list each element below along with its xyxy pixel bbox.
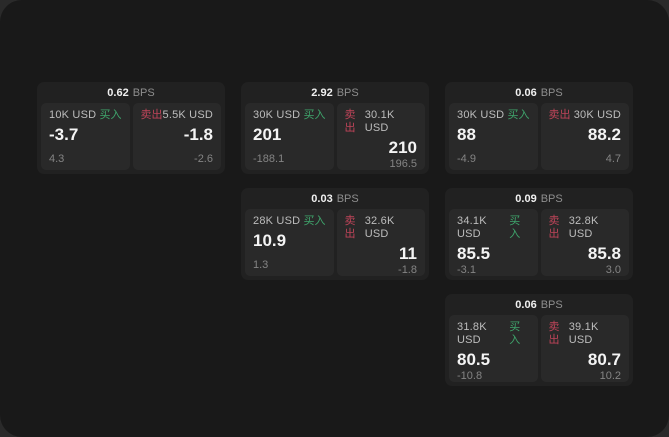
buy-price: 85.5 (457, 244, 491, 263)
spread-value: 0.06 (515, 86, 537, 99)
spread-header: 2.92 BPS (241, 82, 429, 103)
quote-card: 0.62 BPS 10K USD 买入 -3.7 4.3 卖出 5.5K USD… (37, 82, 225, 174)
sell-price: -1.8 (183, 125, 213, 144)
spread-header: 0.06 BPS (445, 294, 633, 315)
sell-delta: 10.2 (599, 370, 621, 382)
buy-tile[interactable]: 30K USD 买入 88 -4.9 (449, 103, 538, 170)
quote-card: 0.09 BPS 34.1K USD 买入 85.5 -3.1 卖出 32.8K… (445, 188, 633, 280)
spread-unit: BPS (132, 86, 155, 99)
buy-tile[interactable]: 10K USD 买入 -3.7 4.3 (41, 103, 130, 170)
buy-label: 买入 (303, 109, 326, 121)
spread-value: 0.06 (515, 298, 537, 311)
buy-size: 30K USD (457, 109, 505, 121)
sell-size: 39.1K USD (568, 321, 599, 346)
sell-delta: -2.6 (194, 153, 213, 165)
sell-tile[interactable]: 卖出 30K USD 88.2 4.7 (540, 103, 629, 170)
sell-size: 32.6K USD (364, 215, 395, 240)
sell-tile[interactable]: 卖出 39.1K USD 80.7 10.2 (540, 315, 629, 382)
buy-tile[interactable]: 30K USD 买入 201 -188.1 (245, 103, 334, 170)
spread-unit: BPS (540, 192, 563, 205)
sell-size: 30K USD (573, 109, 621, 121)
buy-price: 88 (457, 125, 476, 144)
sell-label: 卖出 (344, 109, 356, 134)
spread-value: 0.03 (311, 192, 333, 205)
buy-size: 10K USD (49, 109, 97, 121)
sell-label: 卖出 (548, 109, 571, 121)
buy-label: 买入 (509, 215, 521, 240)
sell-delta: 3.0 (605, 264, 621, 276)
spread-value: 0.62 (107, 86, 129, 99)
sell-tile[interactable]: 卖出 30.1K USD 210 196.5 (336, 103, 425, 170)
buy-delta: -4.9 (457, 153, 476, 165)
sell-label: 卖出 (140, 109, 163, 121)
sell-tile[interactable]: 卖出 32.6K USD 11 -1.8 (336, 209, 425, 276)
buy-delta: -10.8 (457, 370, 483, 382)
buy-tile[interactable]: 28K USD 买入 10.9 1.3 (245, 209, 334, 276)
quote-card: 2.92 BPS 30K USD 买入 201 -188.1 卖出 30.1K … (241, 82, 429, 174)
spread-header: 0.06 BPS (445, 82, 633, 103)
sell-delta: 4.7 (605, 153, 621, 165)
buy-tile[interactable]: 34.1K USD 买入 85.5 -3.1 (449, 209, 538, 276)
sell-price: 210 (388, 138, 417, 157)
sell-price: 85.8 (587, 244, 621, 263)
buy-size: 31.8K USD (457, 321, 487, 346)
sell-tile[interactable]: 卖出 5.5K USD -1.8 -2.6 (132, 103, 221, 170)
spread-header: 0.03 BPS (241, 188, 429, 209)
quote-card: 0.06 BPS 30K USD 买入 88 -4.9 卖出 30K USD 8… (445, 82, 633, 174)
buy-price: 10.9 (253, 231, 287, 250)
buy-price: 80.5 (457, 350, 491, 369)
sell-delta: 196.5 (389, 158, 417, 170)
buy-delta: 4.3 (49, 153, 65, 165)
sell-delta: -1.8 (398, 264, 417, 276)
spread-value: 2.92 (311, 86, 333, 99)
buy-label: 买入 (303, 215, 326, 227)
sell-label: 卖出 (548, 215, 560, 240)
spread-header: 0.09 BPS (445, 188, 633, 209)
spread-unit: BPS (336, 192, 359, 205)
buy-size: 34.1K USD (457, 215, 487, 240)
buy-size: 30K USD (253, 109, 301, 121)
buy-delta: -188.1 (253, 153, 285, 165)
sell-size: 32.8K USD (568, 215, 599, 240)
sell-size: 30.1K USD (364, 109, 395, 134)
sell-tile[interactable]: 卖出 32.8K USD 85.8 3.0 (540, 209, 629, 276)
sell-size: 5.5K USD (162, 109, 214, 121)
buy-price: 201 (253, 125, 282, 144)
spread-unit: BPS (336, 86, 359, 99)
sell-label: 卖出 (344, 215, 356, 240)
buy-delta: -3.1 (457, 264, 476, 276)
buy-label: 买入 (507, 109, 530, 121)
sell-price: 11 (399, 244, 417, 263)
sell-price: 80.7 (587, 350, 621, 369)
buy-label: 买入 (99, 109, 122, 121)
buy-label: 买入 (509, 321, 521, 346)
buy-tile[interactable]: 31.8K USD 买入 80.5 -10.8 (449, 315, 538, 382)
buy-size: 28K USD (253, 215, 301, 227)
spread-value: 0.09 (515, 192, 537, 205)
buy-delta: 1.3 (253, 259, 269, 271)
quote-card: 0.03 BPS 28K USD 买入 10.9 1.3 卖出 32.6K US… (241, 188, 429, 280)
sell-price: 88.2 (587, 125, 621, 144)
buy-price: -3.7 (49, 125, 79, 144)
spread-header: 0.62 BPS (37, 82, 225, 103)
spread-unit: BPS (540, 86, 563, 99)
sell-label: 卖出 (548, 321, 560, 346)
quote-card: 0.06 BPS 31.8K USD 买入 80.5 -10.8 卖出 39.1… (445, 294, 633, 386)
spread-unit: BPS (540, 298, 563, 311)
